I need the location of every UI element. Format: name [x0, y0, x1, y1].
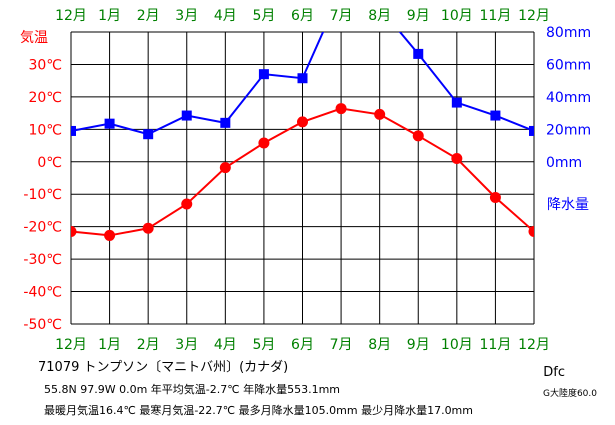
- y-axis-left-label: 気温: [20, 30, 48, 46]
- data-point-precipitation: [297, 73, 308, 84]
- data-point-precipitation: [258, 69, 269, 80]
- y-left-tick-label: -10℃: [23, 187, 62, 203]
- series-layer: [71, 32, 534, 241]
- y-left-tick-label: 0℃: [37, 155, 62, 171]
- data-point-precipitation: [413, 48, 424, 59]
- x-axis-bottom-labels: 12月 1月 2月 3月 4月 5月 6月 7月 8月 9月 10月 11月 12月: [55, 337, 550, 353]
- x-tick-label-bottom: 8月: [368, 337, 391, 353]
- x-tick-label-top: 12月: [55, 8, 87, 24]
- y-left-tick-label: -30℃: [23, 252, 62, 268]
- x-tick-label-top: 6月: [291, 8, 314, 24]
- x-tick-label-bottom: 1月: [98, 337, 121, 353]
- data-point-temperature: [142, 222, 154, 234]
- chart-grid: [70, 31, 535, 325]
- y-right-tick-label: 60mm: [546, 57, 591, 73]
- y-right-tick-label: 40mm: [546, 90, 591, 106]
- y-left-tick-label: -20℃: [23, 220, 62, 236]
- x-tick-label-bottom: 4月: [214, 337, 237, 353]
- koppen-class: Dfc: [543, 365, 565, 380]
- y-axis-right-label: 降水量: [547, 197, 589, 213]
- continentality-index: G大陸度60.0: [542, 389, 597, 399]
- y-right-tick-label: 0mm: [546, 155, 582, 171]
- y-axis-left-ticks: 30℃ 20℃ 10℃ 0℃ -10℃ -20℃ -30℃ -40℃ -50℃: [23, 57, 62, 333]
- y-right-tick-label: 20mm: [546, 122, 591, 138]
- y-left-tick-label: 30℃: [28, 57, 62, 73]
- x-tick-label-bottom: 10月: [441, 337, 473, 353]
- x-tick-label-bottom: 2月: [137, 337, 160, 353]
- station-title: 71079 トンプソン〔マニトバ州〕(カナダ): [38, 360, 289, 375]
- x-tick-label-top: 3月: [175, 8, 198, 24]
- y-right-tick-label: 80mm: [546, 25, 591, 41]
- data-point-temperature: [104, 229, 116, 241]
- x-tick-label-bottom: 7月: [330, 337, 353, 353]
- x-tick-label-top: 4月: [214, 8, 237, 24]
- x-tick-label-top: 11月: [480, 8, 512, 24]
- data-point-precipitation: [71, 125, 76, 136]
- data-point-temperature: [412, 130, 424, 142]
- x-axis-top-labels: 12月 1月 2月 3月 4月 5月 6月 7月 8月 9月 10月 11月 12月: [55, 8, 550, 24]
- series-precipitation: [71, 32, 534, 140]
- x-tick-label-top: 9月: [407, 8, 430, 24]
- x-tick-label-top: 12月: [518, 8, 550, 24]
- x-tick-label-top: 5月: [252, 8, 275, 24]
- data-point-temperature: [71, 226, 77, 238]
- x-tick-label-top: 1月: [98, 8, 121, 24]
- y-left-tick-label: 10℃: [28, 122, 62, 138]
- x-tick-label-bottom: 3月: [175, 337, 198, 353]
- x-tick-label-bottom: 5月: [252, 337, 275, 353]
- x-tick-label-top: 8月: [368, 8, 391, 24]
- y-left-tick-label: -40℃: [23, 285, 62, 301]
- data-point-temperature: [489, 191, 501, 203]
- x-tick-label-top: 10月: [441, 8, 473, 24]
- x-tick-label-bottom: 11月: [480, 337, 512, 353]
- data-point-temperature: [335, 103, 347, 115]
- x-tick-label-bottom: 12月: [518, 337, 550, 353]
- data-point-temperature: [297, 116, 308, 128]
- data-point-temperature: [528, 226, 534, 238]
- x-tick-label-top: 2月: [137, 8, 160, 24]
- data-point-precipitation: [529, 125, 534, 136]
- series-temperature: [71, 103, 534, 241]
- data-point-precipitation: [490, 110, 501, 121]
- data-point-precipitation: [181, 110, 192, 121]
- data-point-temperature: [258, 137, 270, 149]
- data-point-temperature: [219, 162, 231, 174]
- data-point-precipitation: [451, 97, 462, 108]
- data-point-temperature: [181, 198, 193, 210]
- data-point-precipitation: [143, 129, 154, 140]
- station-stats-line2: 最暖月気温16.4℃ 最寒月気温-22.7℃ 最多月降水量105.0mm 最少月…: [44, 404, 473, 417]
- y-axis-right-ticks: 80mm 60mm 40mm 20mm 0mm: [546, 25, 591, 171]
- x-tick-label-bottom: 12月: [55, 337, 87, 353]
- x-tick-label-bottom: 9月: [407, 337, 430, 353]
- x-tick-label-bottom: 6月: [291, 337, 314, 353]
- x-tick-label-top: 7月: [330, 8, 353, 24]
- data-point-precipitation: [104, 118, 115, 129]
- y-left-tick-label: 20℃: [28, 90, 62, 106]
- data-point-precipitation: [220, 117, 231, 128]
- y-left-tick-label: -50℃: [23, 317, 62, 333]
- data-point-temperature: [374, 108, 386, 120]
- station-stats-line1: 55.8N 97.9W 0.0m 年平均気温-2.7℃ 年降水量553.1mm: [44, 383, 341, 396]
- data-point-temperature: [451, 153, 463, 165]
